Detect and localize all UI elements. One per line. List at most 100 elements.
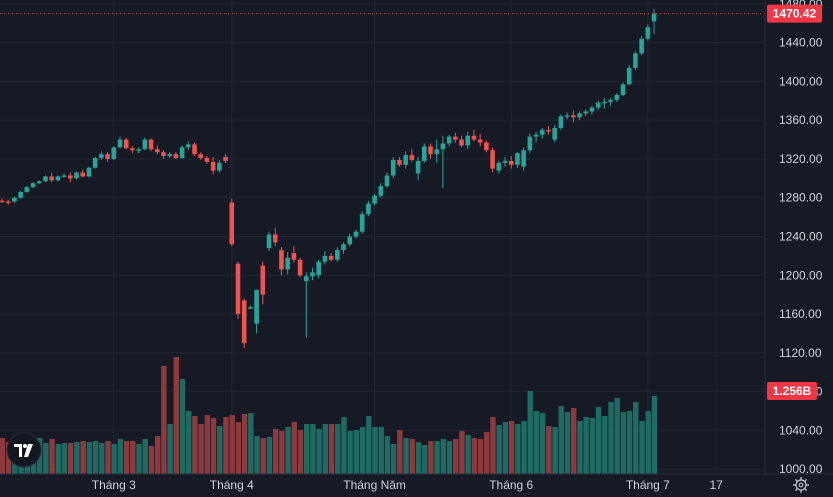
candle[interactable] [92, 157, 98, 169]
candle[interactable] [105, 152, 110, 162]
candle[interactable] [521, 147, 526, 171]
candle[interactable] [111, 146, 117, 160]
candle[interactable] [254, 289, 259, 334]
candle[interactable] [55, 175, 61, 182]
candle[interactable] [68, 172, 73, 183]
candle[interactable] [378, 183, 384, 198]
candle[interactable] [384, 172, 390, 189]
candle[interactable] [30, 182, 36, 189]
candle[interactable] [589, 105, 595, 115]
candle[interactable] [24, 186, 30, 193]
candle[interactable] [279, 247, 284, 276]
candle[interactable] [130, 146, 135, 154]
candle[interactable] [583, 109, 589, 117]
candle[interactable] [241, 298, 247, 348]
candle[interactable] [558, 114, 564, 130]
candle[interactable] [136, 147, 141, 154]
candle[interactable] [502, 157, 508, 167]
candle[interactable] [614, 93, 620, 102]
candle[interactable] [285, 252, 290, 275]
candle[interactable] [18, 190, 23, 199]
candle[interactable] [167, 152, 172, 158]
candle[interactable] [421, 143, 427, 163]
candle[interactable] [192, 142, 197, 157]
candle[interactable] [465, 131, 471, 150]
candle[interactable] [86, 166, 92, 178]
candle[interactable] [496, 160, 502, 174]
candle[interactable] [248, 305, 253, 310]
candle[interactable] [291, 246, 297, 263]
candle[interactable] [198, 152, 204, 160]
candle[interactable] [645, 24, 651, 41]
last-price-badge[interactable]: 1470.42 [767, 4, 822, 23]
candle[interactable] [453, 132, 458, 143]
candle[interactable] [533, 131, 539, 143]
candle[interactable] [210, 157, 216, 175]
candle[interactable] [235, 261, 241, 319]
candle[interactable] [229, 198, 235, 247]
candle[interactable] [651, 8, 657, 34]
candle[interactable] [142, 137, 148, 151]
candle[interactable] [117, 136, 123, 149]
candle[interactable] [36, 180, 42, 185]
candle[interactable] [173, 152, 179, 159]
last-volume-badge[interactable]: 1.256B [767, 382, 817, 400]
candle[interactable] [123, 137, 129, 150]
candle[interactable] [620, 82, 626, 96]
candle[interactable] [515, 152, 520, 168]
candle[interactable] [347, 233, 353, 247]
candle[interactable] [477, 133, 483, 147]
candle[interactable] [428, 143, 433, 159]
candle[interactable] [490, 147, 495, 173]
candle[interactable] [571, 110, 576, 123]
candle[interactable] [564, 112, 570, 120]
candle[interactable] [61, 173, 67, 178]
candle[interactable] [335, 247, 340, 262]
candle[interactable] [626, 64, 632, 86]
candle[interactable] [223, 154, 228, 163]
candle[interactable] [390, 157, 396, 179]
candle[interactable] [161, 150, 166, 159]
candle[interactable] [508, 156, 514, 169]
candle[interactable] [272, 227, 278, 247]
candle[interactable] [74, 171, 79, 180]
candle[interactable] [49, 172, 54, 183]
candle[interactable] [459, 135, 464, 148]
candle[interactable] [359, 211, 365, 234]
candle[interactable] [446, 134, 452, 147]
candle[interactable] [328, 252, 334, 262]
candle[interactable] [372, 193, 377, 206]
candle[interactable] [0, 198, 5, 203]
candle[interactable] [577, 111, 582, 121]
candle[interactable] [303, 272, 309, 338]
candle[interactable] [80, 169, 86, 178]
candle[interactable] [148, 138, 154, 152]
candle[interactable] [43, 175, 48, 183]
tradingview-logo[interactable] [6, 432, 42, 468]
candle[interactable] [154, 145, 160, 155]
candle[interactable] [633, 51, 638, 70]
candle[interactable] [310, 267, 315, 281]
candle[interactable] [602, 97, 607, 109]
settings-gear-icon[interactable] [793, 477, 809, 493]
candle[interactable] [297, 257, 303, 278]
candle[interactable] [546, 126, 551, 135]
candle[interactable] [595, 100, 601, 111]
candle[interactable] [471, 129, 477, 142]
candle[interactable] [440, 135, 446, 189]
candle[interactable] [322, 251, 328, 265]
candle[interactable] [539, 127, 545, 139]
candle[interactable] [5, 199, 11, 205]
candle[interactable] [527, 133, 533, 154]
candle[interactable] [260, 261, 266, 305]
candle[interactable] [434, 139, 439, 163]
candle[interactable] [266, 231, 272, 252]
candle[interactable] [353, 229, 359, 239]
candle[interactable] [217, 159, 222, 173]
candle[interactable] [341, 242, 346, 254]
candle[interactable] [639, 35, 644, 56]
candle[interactable] [99, 151, 104, 160]
candle[interactable] [366, 200, 371, 217]
candle[interactable] [409, 149, 415, 162]
